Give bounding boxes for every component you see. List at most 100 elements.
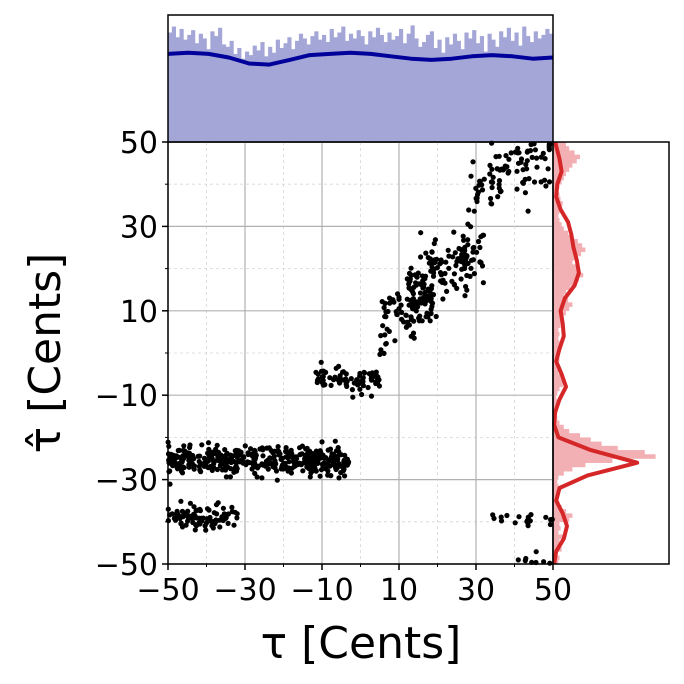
right-kde-line: [552, 141, 640, 565]
y-tick-label: 10: [120, 295, 158, 330]
scatter-point: [437, 261, 443, 267]
top-hist-bar: [545, 28, 550, 143]
scatter-point: [311, 451, 317, 457]
right-hist-bar: [553, 268, 580, 274]
scatter-point: [304, 464, 310, 470]
scatter-point: [275, 444, 281, 450]
main-grid: [167, 141, 554, 565]
scatter-point: [227, 474, 233, 480]
scatter-point: [417, 290, 424, 296]
scatter-point: [234, 454, 240, 460]
scatter-point: [531, 179, 538, 185]
scatter-point: [534, 164, 540, 170]
right-hist-bar: [553, 526, 561, 531]
scatter-point: [422, 292, 428, 298]
scatter-point: [473, 185, 479, 191]
right-marginal-panel: [552, 141, 670, 565]
scatter-point: [431, 240, 437, 247]
scatter-point: [378, 333, 384, 339]
scatter-point: [525, 523, 531, 529]
top-hist-bar: [256, 50, 261, 143]
right-hist-bar: [553, 369, 559, 375]
scatter-point: [183, 522, 189, 528]
scatter-point: [548, 517, 554, 523]
top-hist-bar: [248, 55, 253, 142]
scatter-point: [205, 465, 211, 471]
right-hist-bar: [553, 298, 569, 303]
scatter-point: [500, 167, 506, 173]
scatter-point: [541, 559, 547, 565]
scatter-point: [186, 464, 192, 470]
scatter-point: [529, 154, 535, 160]
scatter-point: [396, 294, 402, 300]
scatter-point: [373, 369, 379, 375]
scatter-point: [418, 230, 424, 236]
scatter-point: [471, 208, 477, 214]
scatter-point: [481, 176, 487, 182]
top-hist-bar: [425, 34, 431, 142]
right-hist-bar: [553, 424, 564, 430]
top-hist-bar: [171, 26, 176, 142]
scatter-point: [307, 453, 313, 459]
scatter-point: [404, 276, 410, 282]
scatter-point: [340, 467, 347, 474]
right-hist-bar: [553, 142, 566, 147]
right-hist-bar: [553, 488, 560, 493]
scatter-point: [398, 302, 404, 308]
scatter-point: [470, 245, 476, 251]
scatter-point: [429, 300, 436, 306]
scatter-point: [192, 527, 198, 533]
scatter-point: [442, 270, 448, 277]
x-tick-label: 50: [534, 573, 572, 608]
right-hist-bar: [553, 340, 560, 345]
scatter-point: [222, 447, 228, 453]
scatter-point: [461, 237, 467, 243]
top-hist-bar: [514, 32, 519, 142]
right-hist-bar: [553, 534, 563, 539]
scatter-point: [380, 323, 386, 329]
scatter-point: [231, 459, 238, 465]
scatter-point: [416, 281, 422, 287]
right-hist-bar: [553, 272, 584, 278]
right-hist-bar: [553, 428, 570, 434]
scatter-point: [174, 464, 180, 470]
scatter-point: [547, 521, 554, 528]
scatter-point: [368, 393, 375, 399]
scatter-point: [514, 186, 520, 192]
top-hist-bar: [348, 33, 354, 142]
top-hist-bar: [410, 25, 415, 143]
scatter-point: [191, 465, 197, 471]
scatter-point: [520, 180, 527, 186]
scatter-point: [361, 370, 368, 376]
scatter-point: [446, 265, 452, 271]
scatter-point: [179, 459, 185, 465]
top-hist-bar: [245, 51, 250, 143]
scatter-point: [408, 265, 414, 271]
y-tick-label: 50: [120, 126, 158, 161]
scatter-point: [174, 508, 180, 514]
right-hist-bar: [553, 234, 573, 240]
scatter-point: [210, 525, 216, 531]
scatter-point: [254, 474, 260, 480]
scatter-point: [180, 464, 186, 470]
scatter-point: [387, 300, 393, 306]
scatter-point: [468, 224, 474, 230]
scatter-point: [477, 244, 483, 251]
y-axis-ticks: −50 −30 −10 10 30 50: [95, 126, 168, 583]
scatter-point: [547, 560, 553, 566]
right-hist-bar: [553, 319, 562, 324]
scatter-point: [229, 504, 235, 510]
top-hist-bar: [337, 32, 342, 142]
scatter-point: [357, 386, 363, 392]
scatter-point: [205, 440, 212, 446]
top-hist-bar: [252, 45, 257, 142]
top-hist-bar: [402, 43, 407, 143]
right-hist-bar: [553, 374, 561, 379]
scatter-point: [192, 513, 198, 519]
scatter-point: [515, 160, 522, 166]
top-hist-bar: [241, 58, 246, 143]
scatter-point: [334, 453, 340, 460]
scatter-point: [512, 520, 518, 526]
top-hist-bar: [191, 30, 196, 142]
